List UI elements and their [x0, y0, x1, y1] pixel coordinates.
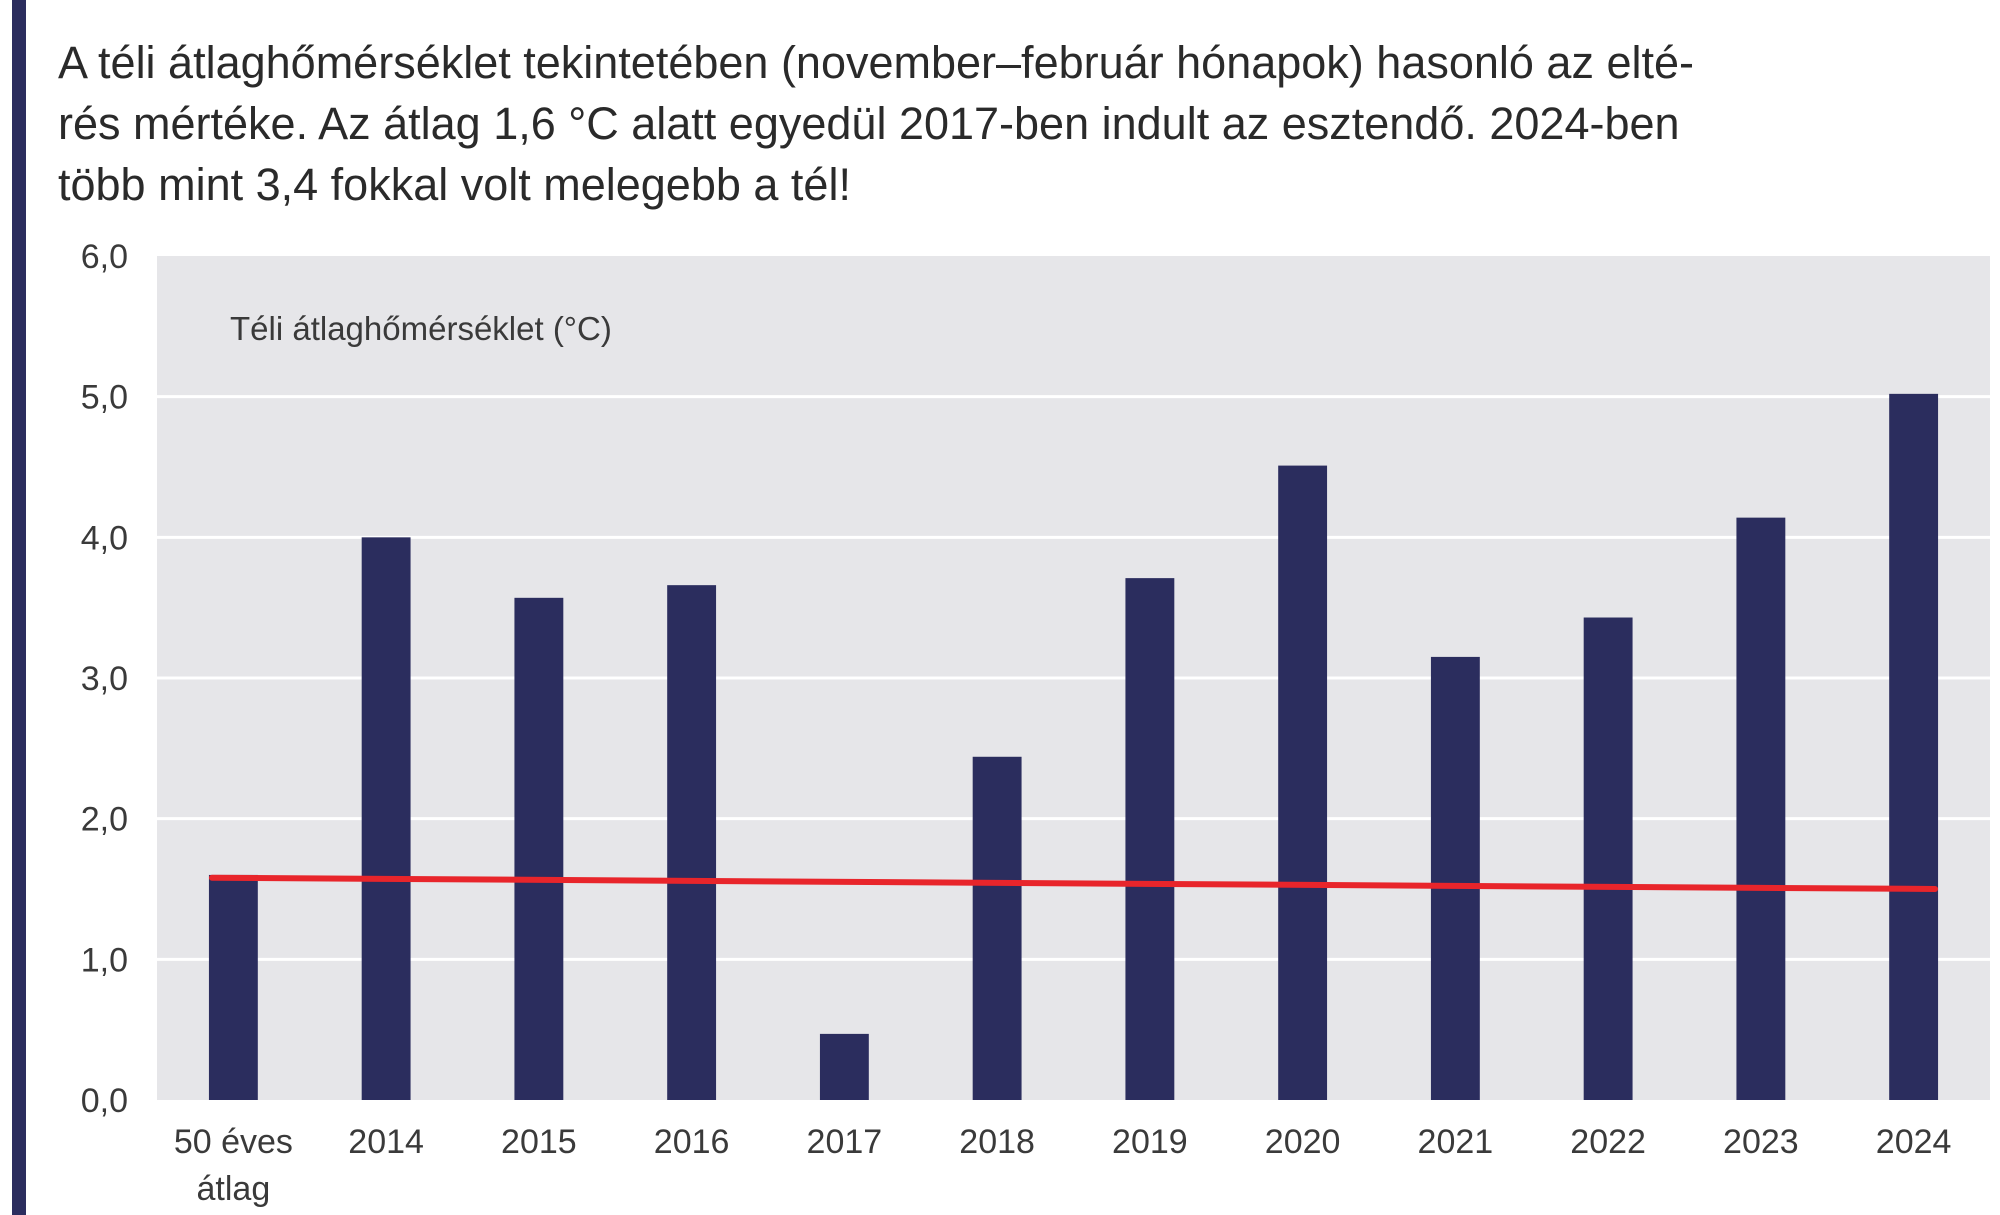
x-tick-label: 2023 [1723, 1123, 1799, 1161]
x-tick-label: átlag [197, 1170, 271, 1208]
headline-line-1: A téli átlaghőmérséklet tekintetében (no… [58, 37, 1694, 88]
bar [1889, 393, 1939, 1100]
bar [1278, 465, 1328, 1100]
y-tick-label: 2,0 [81, 801, 128, 839]
y-axis-ticks: 0,0 1,0 2,0 3,0 4,0 5,0 6,0 [81, 238, 128, 1120]
x-tick-label: 2024 [1876, 1123, 1952, 1161]
bars [208, 393, 1939, 1100]
x-tick-label: 2022 [1570, 1123, 1646, 1161]
y-tick-label: 5,0 [81, 379, 128, 417]
trend-line-group [208, 874, 1939, 892]
y-tick-label: 0,0 [81, 1082, 128, 1120]
bar [972, 756, 1022, 1100]
y-tick-label: 1,0 [81, 941, 128, 979]
x-tick-label: 2018 [959, 1123, 1035, 1161]
y-tick-label: 4,0 [81, 519, 128, 557]
headline: A téli átlaghőmérséklet tekintetében (no… [58, 32, 1958, 215]
x-tick-label: 50 éves [174, 1123, 293, 1161]
bar [667, 585, 717, 1100]
x-axis-categories: 50 éves átlag 2014 2015 2016 2017 2018 2019 2020… [174, 1123, 1952, 1208]
bar [1583, 617, 1633, 1100]
headline-line-3: több mint 3,4 fokkal volt melegebb a tél… [58, 159, 851, 210]
bar [514, 597, 564, 1100]
bar [1430, 656, 1480, 1100]
x-tick-label: 2017 [807, 1123, 883, 1161]
y-tick-label: 6,0 [81, 238, 128, 276]
y-axis-label: Téli átlaghőmérséklet (°C) [230, 310, 612, 347]
gridlines [157, 395, 1990, 961]
headline-line-2: rés mértéke. Az átlag 1,6 °C alatt egyed… [58, 98, 1680, 149]
bar [1125, 578, 1175, 1100]
x-tick-label: 2019 [1112, 1123, 1188, 1161]
bar [819, 1033, 869, 1100]
x-tick-label: 2014 [348, 1123, 424, 1161]
x-tick-label: 2020 [1265, 1123, 1341, 1161]
x-tick-label: 2016 [654, 1123, 730, 1161]
accent-rule [12, 0, 26, 1215]
y-tick-label: 3,0 [81, 660, 128, 698]
bar [361, 537, 411, 1100]
x-tick-label: 2015 [501, 1123, 577, 1161]
trend-line [208, 874, 1939, 892]
bar [1736, 517, 1786, 1100]
x-tick-label: 2021 [1418, 1123, 1494, 1161]
bar [208, 874, 258, 1100]
